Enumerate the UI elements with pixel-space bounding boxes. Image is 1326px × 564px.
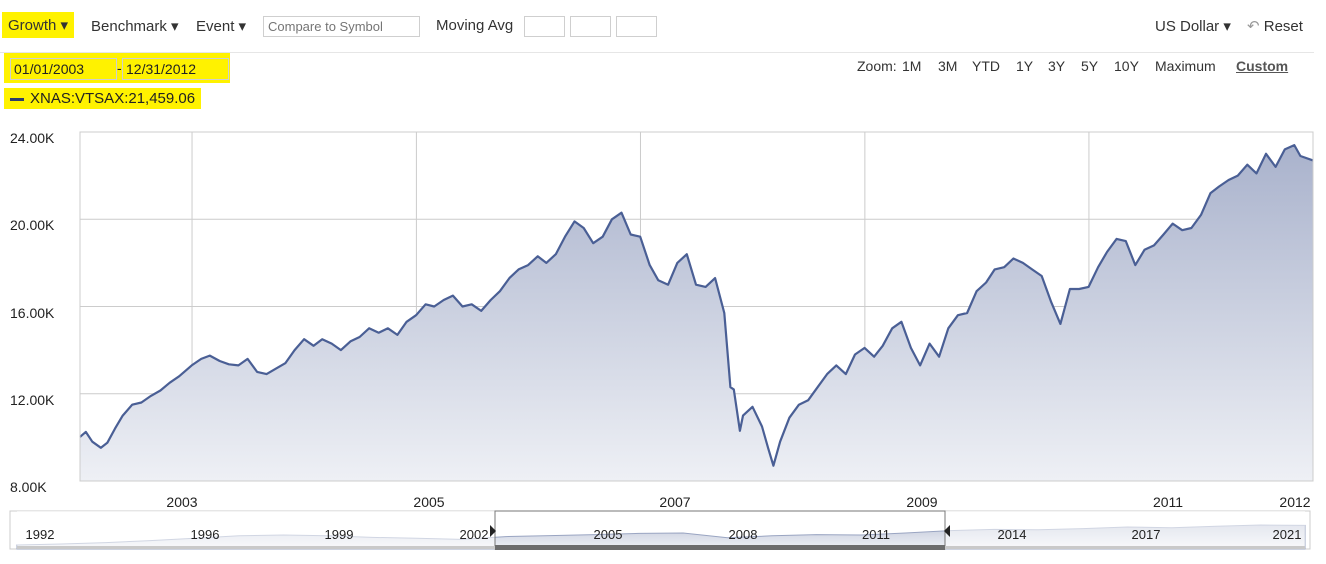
zoom-option-custom[interactable]: Custom [1236,58,1289,74]
zoom-option-5y[interactable]: 5Y [1081,58,1099,74]
benchmark-label: Benchmark [91,18,167,35]
compare-symbol-input[interactable] [263,16,420,37]
zoom-option-3y[interactable]: 3Y [1048,58,1066,74]
y-tick-label: 20.00K [10,217,55,234]
x-tick-label: 2012 [1279,494,1311,510]
chevron-down-icon: ▾ [1223,18,1231,35]
navigator-scrollbar-track-right [945,546,1305,549]
x-tick-label: 2007 [659,494,691,510]
moving-avg-label: Moving Avg [436,17,514,34]
x-tick-label: 2003 [166,494,198,510]
reset-icon: ↶ [1247,18,1260,35]
navigator-scrollbar-track-left [17,546,495,549]
chevron-down-icon: ▾ [171,18,179,35]
legend-text: XNAS:VTSAX:21,459.06 [30,90,196,107]
currency-label: US Dollar [1155,18,1220,35]
series-legend: XNAS:VTSAX:21,459.06 [4,88,202,109]
navigator-year-label: 2017 [1131,527,1161,542]
chevron-down-icon: ▾ [60,17,69,34]
navigator-year-label: 2008 [728,527,758,542]
moving-avg-input-3[interactable] [616,16,657,37]
navigator-year-label: 2002 [459,527,489,542]
zoom-label: Zoom: [857,58,897,74]
benchmark-dropdown[interactable]: Benchmark ▾ [91,17,179,35]
zoom-option-3m[interactable]: 3M [938,58,958,74]
zoom-option-10y[interactable]: 10Y [1114,58,1139,74]
currency-dropdown[interactable]: US Dollar ▾ [1155,17,1231,35]
reset-button[interactable]: ↶ Reset [1247,17,1303,35]
x-tick-label: 2011 [1152,494,1184,510]
moving-avg-input-1[interactable] [524,16,565,37]
x-tick-label: 2009 [906,494,938,510]
legend-line-swatch [10,97,24,101]
date-separator: - [117,60,122,76]
end-date-input[interactable]: 12/31/2012 [122,58,229,80]
zoom-option-ytd[interactable]: YTD [972,58,1000,74]
growth-label: Growth [8,17,57,34]
chevron-down-icon: ▾ [238,18,247,35]
chart-toolbar: Growth ▾ Benchmark ▾ Event ▾ Moving Avg … [0,0,1314,53]
navigator-year-label: 1992 [25,527,55,542]
zoom-option-maximum[interactable]: Maximum [1155,58,1216,74]
zoom-option-1m[interactable]: 1M [902,58,922,74]
navigator-year-label: 1999 [324,527,354,542]
zoom-option-1y[interactable]: 1Y [1016,58,1034,74]
event-label: Event [196,18,235,35]
navigator-scrollbar[interactable] [495,545,945,550]
plot-border [79,131,1314,482]
navigator-year-label: 1996 [190,527,220,542]
moving-avg-input-2[interactable] [570,16,611,37]
y-tick-label: 16.00K [10,304,55,321]
series-line [79,144,1314,467]
y-tick-label: 8.00K [10,479,47,495]
navigator-year-label: 2005 [593,527,623,542]
y-tick-label: 24.00K [10,130,55,146]
navigator-left-handle[interactable] [490,525,496,537]
navigator-year-label: 2014 [997,527,1027,542]
navigator-mask-left [17,511,495,549]
series-area [80,145,1313,481]
reset-label: Reset [1263,18,1303,35]
x-tick-label: 2005 [413,494,445,510]
navigator-right-handle[interactable] [944,525,950,537]
event-dropdown[interactable]: Event ▾ [196,17,246,35]
growth-dropdown[interactable]: Growth ▾ [2,12,75,38]
navigator-year-label: 2011 [862,527,890,542]
navigator-mask-right [945,511,1305,549]
start-date-input[interactable]: 01/01/2003 [10,58,117,80]
navigator-year-label: 2021 [1272,527,1302,542]
y-tick-label: 12.00K [10,391,55,408]
